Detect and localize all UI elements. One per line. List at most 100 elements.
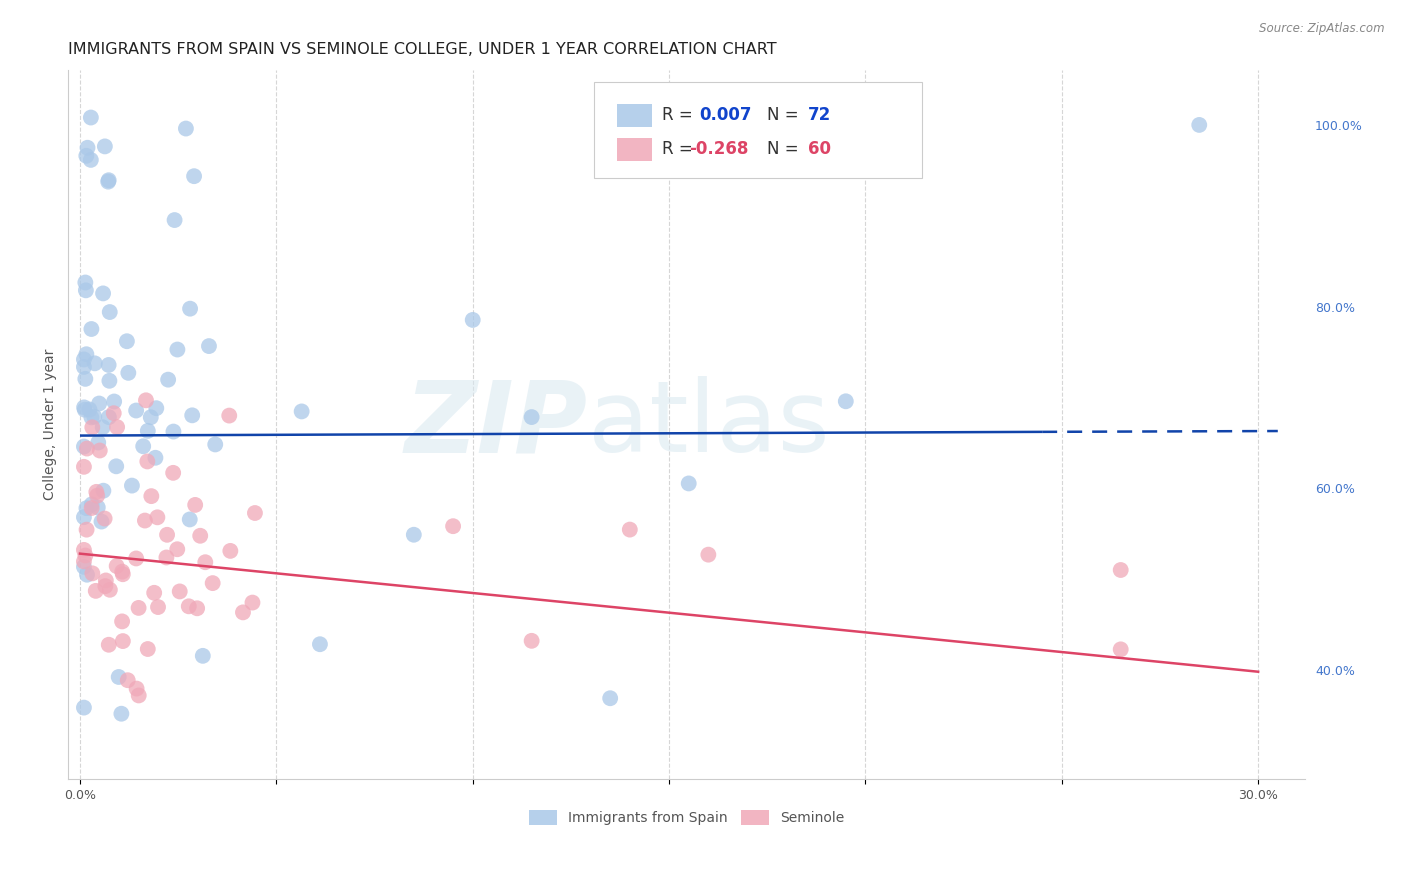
Text: 0.007: 0.007 bbox=[699, 106, 752, 124]
Point bbox=[117, 366, 139, 380]
Point bbox=[97, 638, 120, 652]
Point bbox=[441, 519, 464, 533]
Point bbox=[75, 276, 97, 290]
Point bbox=[94, 139, 117, 153]
FancyBboxPatch shape bbox=[593, 82, 922, 178]
Point bbox=[132, 439, 155, 453]
Point bbox=[75, 283, 97, 297]
Point bbox=[87, 500, 110, 515]
Point bbox=[678, 476, 700, 491]
Point bbox=[111, 565, 134, 579]
Point bbox=[166, 343, 188, 357]
Point bbox=[136, 454, 159, 468]
Point bbox=[97, 173, 120, 187]
Point bbox=[73, 542, 96, 557]
Point bbox=[110, 706, 132, 721]
Point bbox=[90, 515, 112, 529]
Point bbox=[128, 689, 150, 703]
Point bbox=[75, 549, 97, 563]
Point bbox=[86, 489, 108, 503]
Point bbox=[75, 347, 97, 361]
Text: IMMIGRANTS FROM SPAIN VS SEMINOLE COLLEGE, UNDER 1 YEAR CORRELATION CHART: IMMIGRANTS FROM SPAIN VS SEMINOLE COLLEG… bbox=[69, 42, 778, 57]
Point bbox=[76, 141, 98, 155]
Point bbox=[105, 420, 128, 434]
Point bbox=[105, 559, 128, 574]
Point bbox=[166, 542, 188, 557]
Point bbox=[73, 459, 96, 474]
Text: N =: N = bbox=[768, 140, 799, 158]
Point bbox=[103, 394, 125, 409]
Point bbox=[105, 459, 128, 474]
Point bbox=[76, 567, 98, 582]
Point bbox=[73, 559, 96, 574]
Point bbox=[111, 567, 134, 582]
Point bbox=[111, 615, 134, 629]
Point bbox=[83, 356, 105, 370]
Bar bbox=[617, 137, 652, 161]
Point bbox=[80, 501, 103, 516]
Point bbox=[98, 374, 121, 388]
Point bbox=[309, 637, 332, 651]
Point bbox=[291, 404, 314, 418]
Point bbox=[169, 584, 191, 599]
Point bbox=[94, 574, 117, 588]
Point bbox=[89, 443, 111, 458]
Point bbox=[201, 576, 224, 591]
Point bbox=[73, 510, 96, 524]
Point bbox=[94, 579, 117, 593]
Point bbox=[107, 670, 129, 684]
Point bbox=[163, 213, 186, 227]
Point bbox=[232, 606, 254, 620]
Point bbox=[179, 301, 201, 316]
Point bbox=[242, 596, 264, 610]
Point bbox=[146, 600, 169, 615]
Point bbox=[97, 410, 120, 425]
Point bbox=[219, 544, 242, 558]
Point bbox=[82, 566, 104, 581]
Point bbox=[162, 425, 184, 439]
Point bbox=[1109, 563, 1132, 577]
Point bbox=[143, 586, 166, 600]
Point bbox=[184, 498, 207, 512]
Point bbox=[75, 149, 97, 163]
Point bbox=[461, 313, 484, 327]
Point bbox=[97, 175, 120, 189]
Point bbox=[1188, 118, 1211, 132]
Point bbox=[73, 359, 96, 374]
Point bbox=[91, 420, 114, 434]
Point bbox=[83, 409, 105, 424]
Point bbox=[73, 402, 96, 417]
Point bbox=[157, 373, 180, 387]
Point bbox=[97, 358, 120, 372]
Text: 60: 60 bbox=[808, 140, 831, 158]
Point bbox=[125, 551, 148, 566]
Point bbox=[156, 528, 179, 542]
Point bbox=[80, 410, 103, 425]
Text: 72: 72 bbox=[808, 106, 831, 124]
Point bbox=[204, 437, 226, 451]
Bar bbox=[617, 103, 652, 127]
Point bbox=[835, 394, 858, 409]
Point bbox=[135, 393, 157, 408]
Point bbox=[146, 510, 169, 524]
Point bbox=[155, 550, 177, 565]
Point bbox=[139, 410, 162, 425]
Point bbox=[174, 121, 197, 136]
Point bbox=[115, 334, 138, 349]
Point bbox=[73, 352, 96, 367]
Point bbox=[218, 409, 240, 423]
Point bbox=[80, 322, 103, 336]
Text: N =: N = bbox=[768, 106, 799, 124]
Point bbox=[125, 681, 148, 696]
Point bbox=[80, 153, 103, 167]
Point bbox=[84, 583, 107, 598]
Point bbox=[73, 401, 96, 415]
Point bbox=[243, 506, 266, 520]
Point bbox=[145, 401, 167, 416]
Point bbox=[93, 483, 115, 498]
Point bbox=[136, 424, 159, 438]
Point bbox=[520, 410, 543, 425]
Point bbox=[75, 501, 97, 516]
Point bbox=[80, 497, 103, 511]
Point bbox=[79, 402, 101, 417]
